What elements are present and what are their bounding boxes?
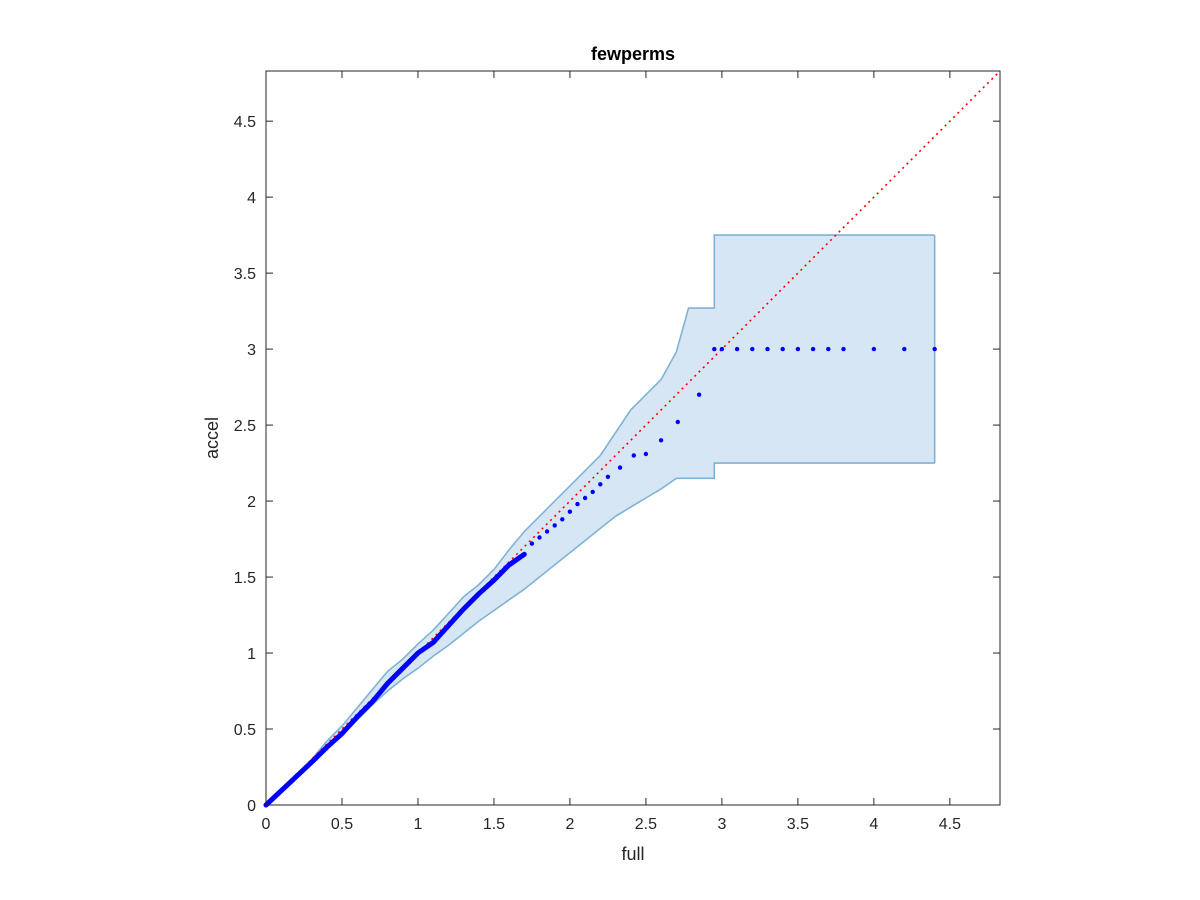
- data-point: [491, 577, 497, 583]
- points-dense-curve: [263, 551, 527, 808]
- data-point: [506, 562, 512, 568]
- data-point: [522, 552, 527, 557]
- x-axis-label: full: [621, 844, 644, 864]
- data-point: [560, 517, 565, 522]
- data-point: [902, 346, 907, 352]
- data-point: [675, 419, 680, 425]
- x-tick-label: 4.5: [939, 816, 961, 833]
- x-tick-label: 0.5: [331, 816, 353, 833]
- x-tick-label: 1: [414, 816, 423, 833]
- x-tick-label: 2: [565, 816, 574, 833]
- y-tick-label: 4.5: [234, 114, 256, 131]
- data-point: [643, 451, 649, 457]
- data-point: [750, 346, 755, 352]
- data-point: [631, 453, 636, 458]
- data-point: [446, 623, 451, 628]
- data-point: [529, 541, 535, 546]
- data-points: [263, 346, 937, 808]
- x-tick-label: 0: [262, 816, 271, 833]
- data-point: [734, 346, 740, 352]
- data-point: [415, 650, 421, 656]
- data-point: [810, 346, 816, 352]
- data-point: [431, 640, 436, 645]
- data-point: [544, 529, 550, 534]
- y-tick-label: 3: [247, 342, 256, 359]
- data-point: [324, 745, 329, 750]
- data-point: [461, 606, 466, 612]
- data-point: [719, 346, 725, 352]
- data-point: [575, 501, 580, 507]
- data-point: [932, 346, 937, 352]
- y-tick-label: 1: [247, 646, 256, 663]
- data-point: [696, 392, 702, 397]
- data-point: [400, 666, 405, 671]
- band-upper-edge: [265, 234, 935, 806]
- data-point: [537, 535, 542, 540]
- data-point: [385, 681, 390, 686]
- reference-diagonal: [265, 70, 1001, 806]
- x-tick-label: 3: [717, 816, 726, 833]
- diagonal-line: [265, 70, 1001, 806]
- x-tick-label: 1.5: [483, 816, 505, 833]
- x-tick-label: 3.5: [787, 816, 809, 833]
- chart-title: fewperms: [591, 44, 675, 64]
- data-point: [355, 714, 360, 720]
- data-point: [312, 757, 317, 762]
- data-point: [780, 346, 785, 352]
- data-point: [617, 465, 623, 470]
- data-point: [598, 482, 603, 487]
- y-tick-label: 2: [247, 494, 256, 511]
- y-axis-label: accel: [202, 417, 222, 459]
- data-point: [370, 699, 375, 704]
- data-point: [476, 591, 481, 596]
- data-point: [712, 346, 717, 352]
- data-point: [567, 509, 573, 514]
- y-tick-label: 0.5: [234, 722, 256, 739]
- data-point: [605, 474, 611, 479]
- data-point: [841, 346, 846, 352]
- data-point: [658, 438, 664, 443]
- data-point: [339, 731, 345, 736]
- data-point: [552, 523, 557, 528]
- data-point: [826, 346, 831, 352]
- band-area: [266, 235, 935, 806]
- y-tick-label: 3.5: [234, 266, 256, 283]
- y-tick-label: 4: [247, 190, 256, 207]
- y-tick-label: 1.5: [234, 570, 256, 587]
- x-tick-label: 2.5: [635, 816, 657, 833]
- data-point: [795, 346, 801, 352]
- x-tick-label: 4: [869, 816, 878, 833]
- y-axis-ticks: 0 0.5 1 1.5 2 2.5 3 3.5 4 4.5: [234, 114, 1000, 815]
- data-point: [582, 495, 588, 501]
- y-tick-label: 2.5: [234, 418, 256, 435]
- data-point: [590, 489, 595, 495]
- x-axis-ticks: 0 0.5 1 1.5 2 2.5 3 3.5 4 4.5: [262, 71, 961, 833]
- data-point: [765, 346, 770, 352]
- plot-frame: [265, 70, 1001, 806]
- y-tick-label: 0: [247, 798, 256, 815]
- data-point: [871, 346, 877, 352]
